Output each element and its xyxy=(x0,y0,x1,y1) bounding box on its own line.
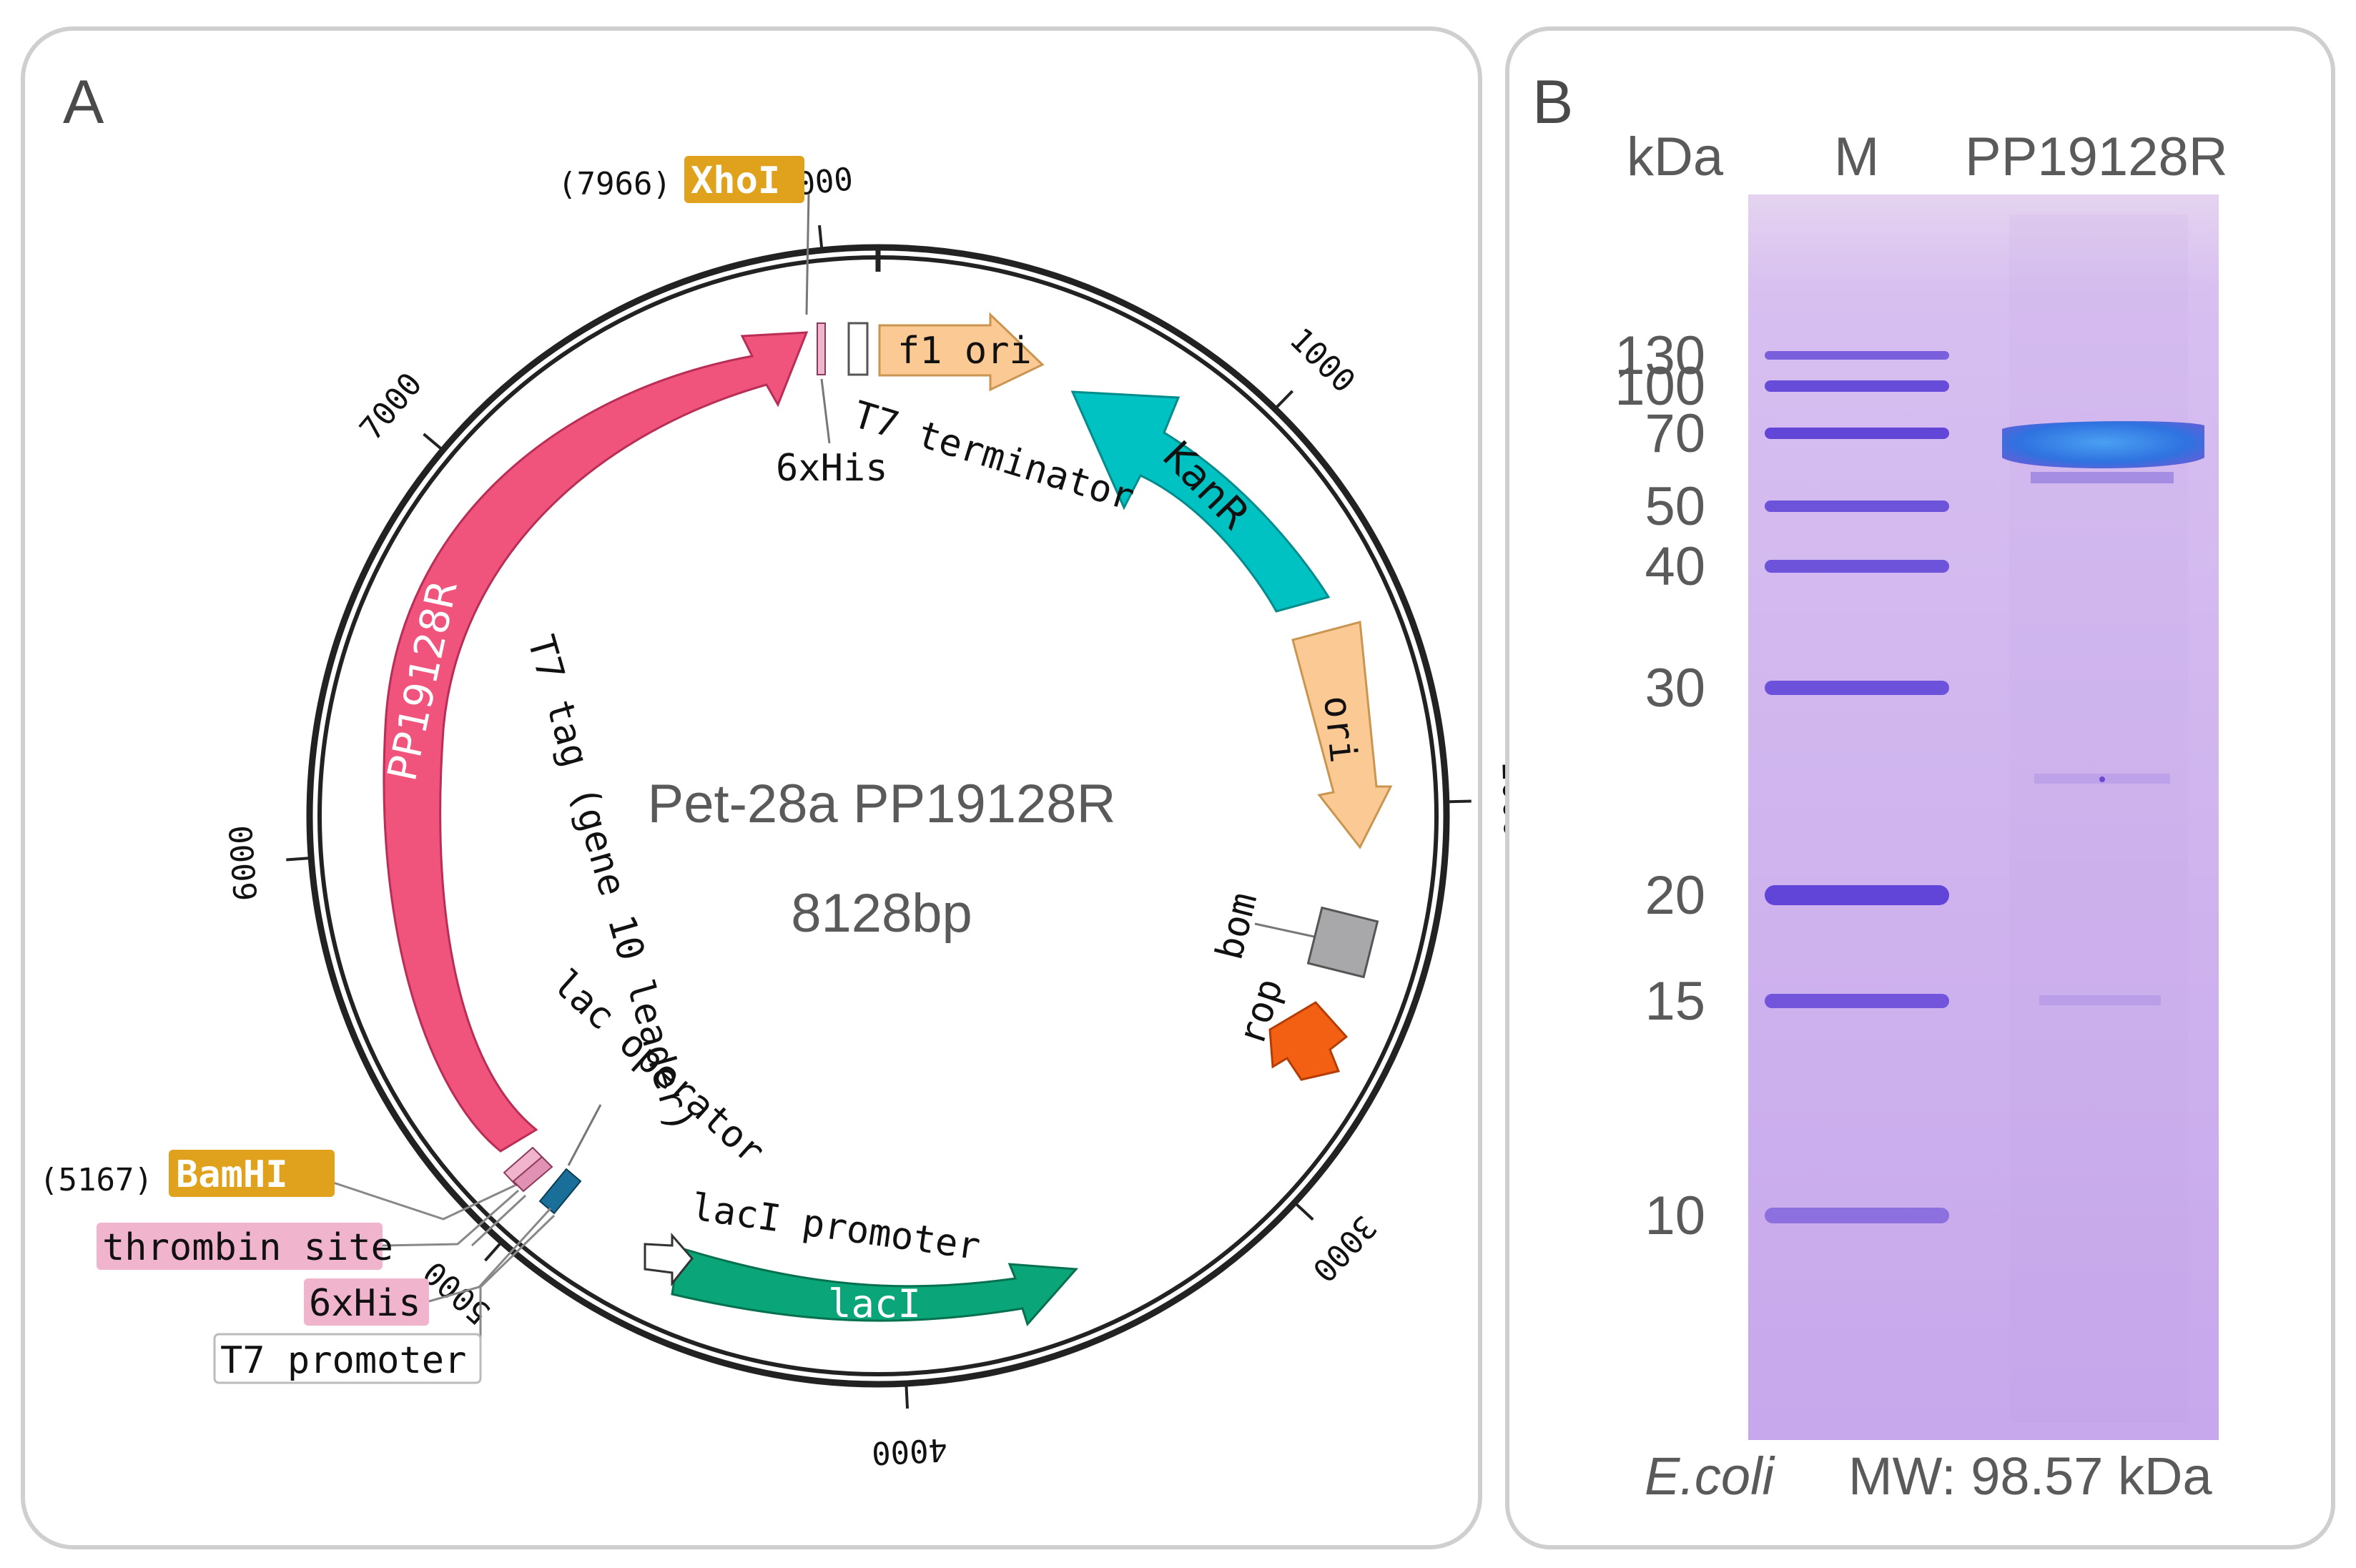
ori-label: ori xyxy=(1315,694,1364,765)
marker-band xyxy=(1765,428,1949,439)
plasmid-name: Pet-28a PP19128R xyxy=(648,774,1116,834)
tick-mark xyxy=(423,433,444,452)
marker-label: 100 xyxy=(1615,356,1705,417)
thrombin-box xyxy=(97,1223,383,1270)
marker-band xyxy=(1765,994,1949,1008)
marker-band xyxy=(1765,380,1949,392)
tick-mark xyxy=(1446,799,1472,804)
tick-mark xyxy=(483,1241,503,1262)
bamhi-label: BamHI xyxy=(176,1153,288,1196)
footer-host: E.coli xyxy=(1645,1446,1776,1506)
footer-mw: MW: 98.57 kDa xyxy=(1848,1446,2212,1506)
marker-band xyxy=(1765,681,1949,695)
t7-promoter-box xyxy=(213,1333,482,1384)
laci-label: lacI xyxy=(828,1281,921,1326)
marker-label: 50 xyxy=(1645,476,1705,537)
gel xyxy=(1748,194,2219,1440)
marker-label: 15 xyxy=(1645,971,1705,1032)
his-bottom-label: 6xHis xyxy=(309,1282,421,1325)
rop-arrow xyxy=(1268,1001,1349,1081)
xhoi-box xyxy=(684,156,804,203)
marker-band xyxy=(1765,501,1949,512)
bamhi-position: (5167) xyxy=(39,1162,153,1198)
tick-mark xyxy=(286,856,312,862)
panel-a-letter: A xyxy=(63,68,104,137)
xhoi-position: (7966) xyxy=(558,166,671,202)
laci-arrow xyxy=(671,1246,1079,1326)
tick-label: 6000 xyxy=(223,824,265,902)
marker-label: 70 xyxy=(1645,403,1705,464)
marker-label: 130 xyxy=(1615,325,1705,386)
panel-b-letter: B xyxy=(1532,68,1573,137)
his-bottom-box xyxy=(304,1278,429,1326)
marker-label: 10 xyxy=(1645,1185,1705,1246)
panel-a: A 10002000300040005000600070008000 PP191… xyxy=(21,26,1533,1549)
top-small-features xyxy=(805,193,869,444)
f1ori-arrow xyxy=(878,312,1045,392)
kda-label: kDa xyxy=(1627,127,1724,187)
laci-promoter-arrow xyxy=(644,1233,694,1287)
marker-band xyxy=(1765,351,1949,360)
marker-label: 30 xyxy=(1645,658,1705,719)
target-protein-band xyxy=(2002,420,2204,468)
plasmid-backbone xyxy=(306,244,1450,1388)
marker-lane-label: M xyxy=(1834,127,1879,187)
plasmid-length: 8128bp xyxy=(791,883,972,944)
xhoi-label: XhoI xyxy=(691,159,780,202)
marker-band xyxy=(1765,1208,1949,1223)
tick-label: 4000 xyxy=(871,1431,948,1471)
bottom-small-features xyxy=(328,1104,602,1351)
sample-lane xyxy=(2002,215,2204,1423)
t7-promoter-label: T7 promoter xyxy=(220,1339,466,1382)
bamhi-box xyxy=(169,1150,335,1197)
his-top-label: 6xHis xyxy=(776,447,888,490)
marker-label: 40 xyxy=(1645,536,1705,597)
bom-feature xyxy=(1254,906,1379,979)
marker-bands xyxy=(1765,351,1949,1223)
marker-band xyxy=(1765,560,1949,573)
marker-band xyxy=(1765,885,1949,905)
marker-label: 20 xyxy=(1645,865,1705,926)
f1ori-label: f1 ori xyxy=(897,330,1032,373)
tick-mark xyxy=(818,225,824,251)
tick-mark xyxy=(1273,390,1294,410)
tick-mark xyxy=(905,1383,910,1409)
kanr-arrow xyxy=(1070,390,1331,613)
ori-arrow xyxy=(1291,621,1393,849)
insert-pp19128r-arrow xyxy=(383,331,809,1153)
thrombin-label: thrombin site xyxy=(102,1226,393,1269)
tick-mark xyxy=(1293,1201,1314,1221)
sample-lane-label: PP19128R xyxy=(1965,127,2228,187)
